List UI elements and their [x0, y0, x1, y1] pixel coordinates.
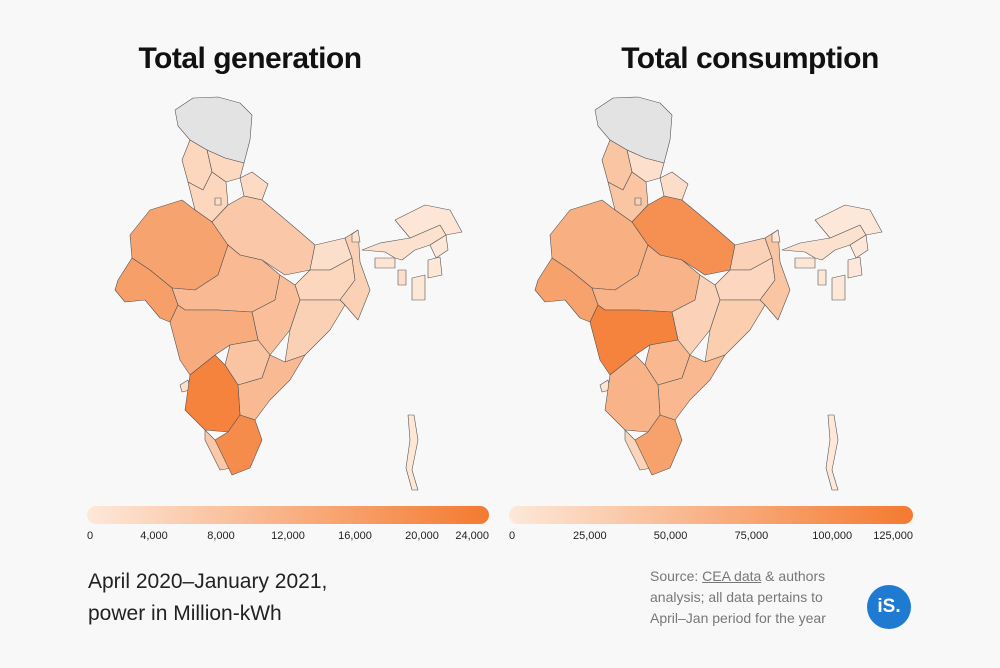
- state-tripura: [397, 269, 407, 286]
- generation-states: [114, 96, 463, 491]
- consumption-tick: 0: [509, 530, 516, 542]
- state-tripura: [817, 269, 827, 286]
- state-uttarakhand: [659, 171, 689, 201]
- generation-tick: 20,000: [405, 530, 439, 542]
- state-jammu-and-kashmir: [174, 96, 253, 164]
- state-uttarakhand: [239, 171, 269, 201]
- consumption-tick: 125,000: [873, 530, 913, 542]
- generation-tick: 8,000: [207, 530, 235, 542]
- generation-map: [114, 96, 463, 491]
- consumption-tick: 100,000: [812, 530, 853, 542]
- consumption-map: [534, 96, 883, 491]
- state-west-bengal: [759, 229, 791, 321]
- state-sikkim: [351, 229, 361, 243]
- state-nagaland: [849, 234, 869, 259]
- state-mizoram: [411, 274, 426, 301]
- generation-legend-bar: [87, 506, 489, 524]
- state-tamil-nadu: [214, 414, 263, 476]
- state-manipur: [847, 256, 863, 279]
- source-suffix: & authors: [761, 568, 826, 584]
- source-line-1: Source: CEA data & authors: [650, 566, 826, 587]
- cea-data-link[interactable]: CEA data: [702, 568, 762, 584]
- consumption-tick: 75,000: [734, 530, 769, 542]
- state-meghalaya: [794, 257, 816, 269]
- consumption-panel: Total consumption 0 25,000 50,000 75,000 100…: [500, 0, 1000, 560]
- generation-tick: 0: [87, 530, 94, 542]
- caption-line-2: power in Million-kWh: [88, 602, 282, 625]
- generation-tick: 4,000: [140, 530, 168, 542]
- generation-title: Total generation: [138, 42, 362, 75]
- generation-panel: Total generation 0 4,000 8,000 12,000 16,000…: [0, 0, 500, 560]
- state-arunachal-pradesh: [814, 204, 883, 239]
- state-delhi: [634, 197, 642, 206]
- generation-tick: 12,000: [271, 530, 305, 542]
- consumption-tick: 50,000: [653, 530, 688, 542]
- source-line-2: analysis; all data pertains to: [650, 589, 823, 605]
- state-nagaland: [429, 234, 449, 259]
- caption: April 2020–January 2021, power in Millio…: [88, 566, 327, 630]
- generation-tick: 24,000: [455, 530, 489, 542]
- caption-line-1: April 2020–January 2021,: [88, 570, 328, 593]
- state-sikkim: [771, 229, 781, 243]
- consumption-title: Total consumption: [621, 42, 879, 75]
- source-prefix: Source:: [650, 568, 703, 584]
- indiaspend-logo: iS.: [867, 585, 911, 629]
- state-andaman-and-nicobar-islands: [405, 414, 419, 491]
- generation-tick: 16,000: [338, 530, 372, 542]
- source-note: Source: CEA data & authors analysis; all…: [650, 566, 826, 629]
- state-jammu-and-kashmir: [594, 96, 673, 164]
- state-west-bengal: [339, 229, 371, 321]
- consumption-tick: 25,000: [572, 530, 607, 542]
- source-line-3: April–Jan period for the year: [650, 610, 826, 626]
- consumption-legend-bar: [509, 506, 913, 524]
- state-tamil-nadu: [634, 414, 683, 476]
- state-arunachal-pradesh: [394, 204, 463, 239]
- state-meghalaya: [374, 257, 396, 269]
- state-manipur: [427, 256, 443, 279]
- state-mizoram: [831, 274, 846, 301]
- state-andaman-and-nicobar-islands: [825, 414, 839, 491]
- state-delhi: [214, 197, 222, 206]
- consumption-states: [534, 96, 883, 491]
